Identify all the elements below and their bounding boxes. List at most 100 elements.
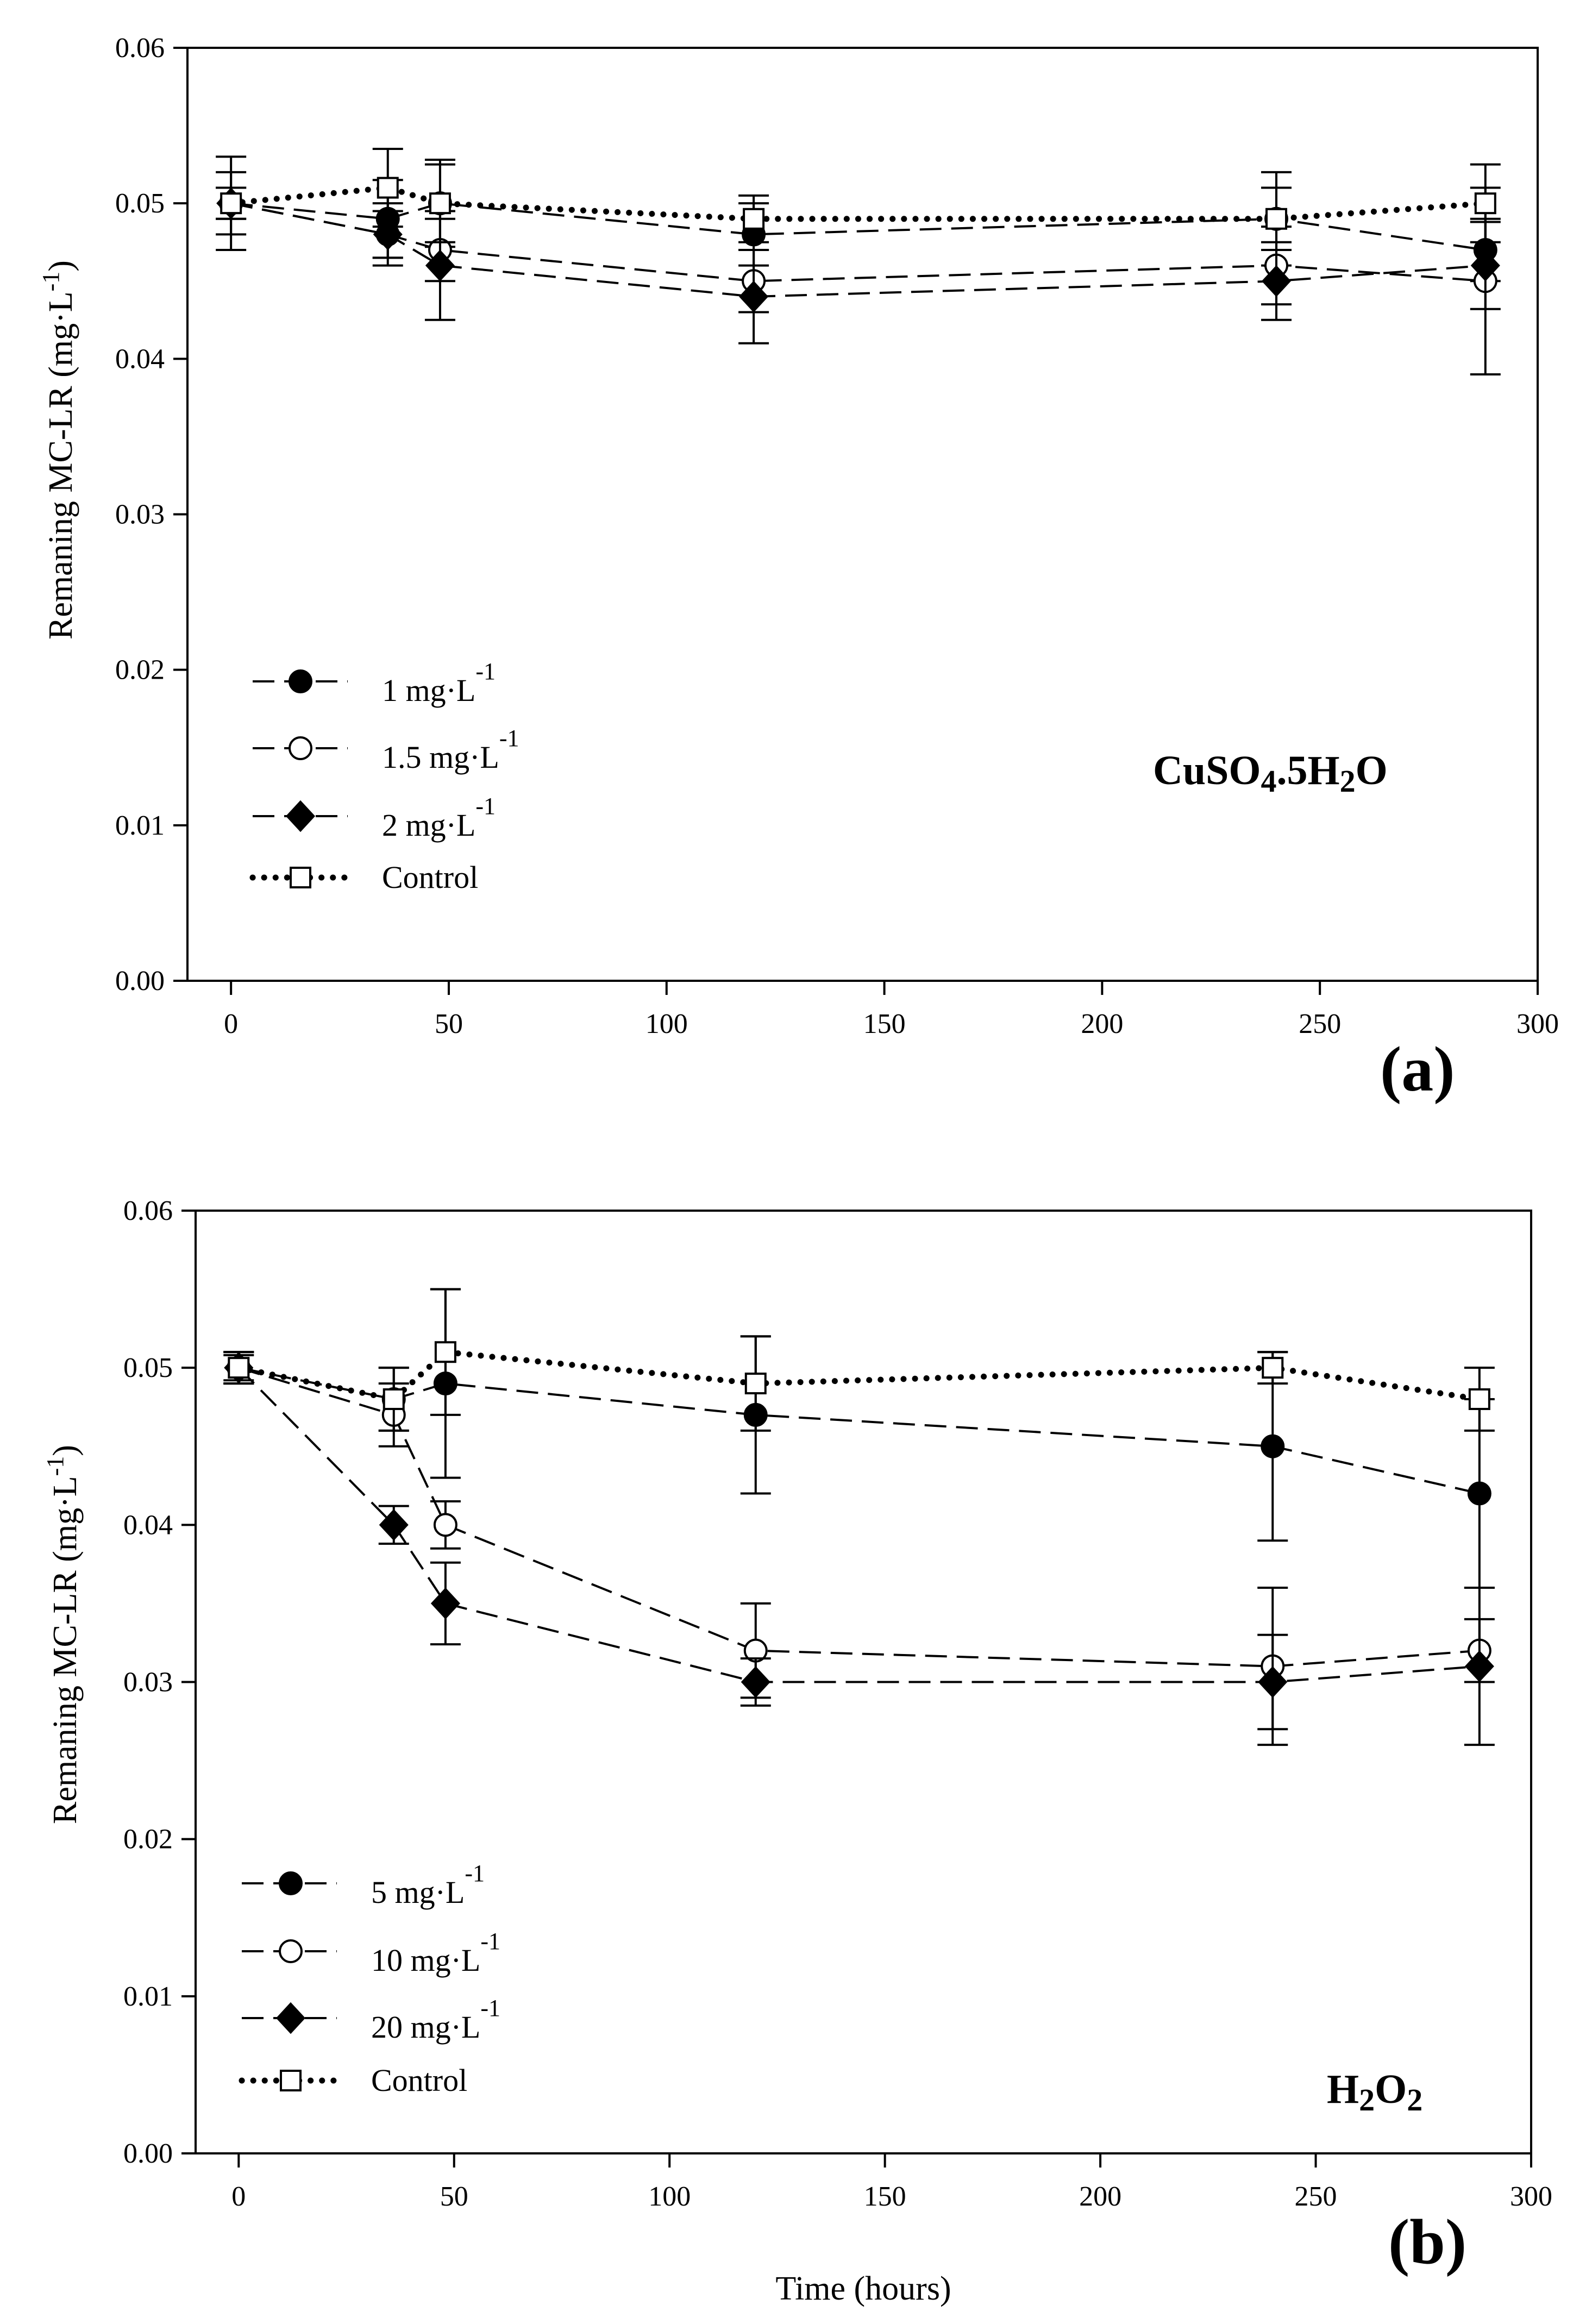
diamond-marker — [425, 249, 455, 281]
legend-label-text: 1 mg·L — [382, 673, 475, 708]
legend-label-sup: -1 — [475, 793, 496, 819]
diamond-marker — [285, 800, 316, 832]
annotation-base: H — [1327, 2066, 1359, 2112]
series-layer — [216, 148, 1501, 375]
open-circle-marker — [279, 1939, 303, 1963]
legend-label: Control — [382, 860, 478, 895]
x-axis-title: Time (hours) — [775, 2270, 951, 2307]
legend-item-2: 10 mg·L-1 — [242, 1928, 500, 1978]
legend-label-text: 1.5 mg·L — [382, 740, 499, 775]
annotation-end: O — [1356, 748, 1388, 793]
x-tick-label: 150 — [864, 2181, 906, 2212]
y-tick-label: 0.01 — [115, 810, 165, 841]
y-axis-title-sup: -1 — [37, 272, 64, 292]
annotation-mid: O — [1375, 2066, 1407, 2112]
series-line — [228, 184, 1489, 222]
legend-label-text: 20 mg·L — [371, 2009, 480, 2045]
panel-label: (b) — [1388, 2206, 1466, 2277]
x-tick-label: 100 — [648, 2181, 691, 2212]
x-tick-label: 300 — [1510, 2181, 1552, 2212]
y-axis-title-end: ) — [42, 260, 79, 272]
series-1 — [223, 1288, 1495, 1589]
x-tick-label: 100 — [645, 1008, 688, 1039]
legend-label-sup: -1 — [465, 1860, 485, 1887]
series-2 — [216, 171, 1501, 375]
diamond-marker — [1470, 249, 1500, 281]
square-marker — [434, 1341, 456, 1363]
series-line — [231, 202, 1486, 251]
series-line — [230, 202, 1486, 298]
series-4 — [223, 1288, 1495, 1432]
diamond-marker — [1258, 1666, 1288, 1698]
x-tick-label: 50 — [435, 1008, 463, 1039]
series-2 — [223, 1351, 1495, 1746]
x-tick-label: 200 — [1079, 2181, 1121, 2212]
legend-label: 20 mg·L-1 — [371, 1995, 500, 2045]
y-axis-ticks: 0.00 0.01 0.02 0.03 0.04 0.05 0.06 — [123, 1195, 196, 2169]
square-marker — [377, 177, 399, 199]
x-tick-label: 50 — [440, 2181, 468, 2212]
legend: 5 mg·L-1 10 mg·L-1 20 mg·L-1 Control — [239, 1860, 500, 2098]
legend-label-text: 10 mg·L — [371, 1943, 480, 1978]
series-line — [237, 1367, 1480, 1683]
y-tick-label: 0.05 — [123, 1352, 173, 1383]
square-marker — [1262, 1357, 1284, 1379]
x-tick-label: 250 — [1295, 2181, 1337, 2212]
y-tick-label: 0.03 — [115, 499, 165, 530]
open-circle-marker — [433, 1513, 457, 1537]
legend-label: 1.5 mg·L-1 — [382, 725, 519, 775]
x-tick-label: 200 — [1081, 1008, 1123, 1039]
square-marker — [290, 867, 311, 888]
annotation-sub2: 2 — [1407, 2082, 1422, 2118]
diamond-marker — [1261, 265, 1292, 297]
diamond-marker — [379, 1509, 409, 1541]
legend-label-text: 5 mg·L — [371, 1875, 465, 1910]
filled-circle-marker — [1467, 1481, 1491, 1506]
square-marker — [429, 192, 451, 215]
y-tick-label: 0.04 — [115, 343, 165, 374]
series-line — [238, 1367, 1480, 1495]
y-tick-label: 0.00 — [115, 966, 165, 997]
legend-item-1: 1 mg·L-1 — [253, 658, 496, 708]
y-tick-label: 0.06 — [115, 33, 165, 64]
legend-item-3: 20 mg·L-1 — [242, 1995, 500, 2045]
diamond-marker — [1464, 1650, 1494, 1682]
series-4 — [216, 148, 1501, 252]
y-tick-label: 0.05 — [115, 188, 165, 219]
legend-label-sup: -1 — [499, 725, 519, 751]
x-tick-label: 0 — [231, 2181, 246, 2212]
y-axis-title-base: Remaning MC-LR (mg·L — [42, 291, 79, 640]
legend-item-2: 1.5 mg·L-1 — [253, 725, 519, 775]
y-axis-ticks: 0.00 0.01 0.02 0.03 0.04 0.05 0.06 — [115, 33, 187, 997]
square-marker — [280, 2070, 302, 2091]
legend-label: 5 mg·L-1 — [371, 1860, 485, 1910]
square-marker — [744, 1373, 767, 1395]
x-axis-ticks: 0 50 100 150 200 250 300 — [224, 981, 1559, 1039]
legend-item-4: Control — [249, 860, 478, 895]
square-marker — [383, 1388, 405, 1410]
diamond-marker — [739, 280, 769, 313]
series-line — [238, 1367, 1480, 1668]
filled-circle-marker — [289, 669, 312, 693]
legend-item-3: 2 mg·L-1 — [253, 793, 496, 843]
open-circle-marker — [289, 736, 312, 760]
y-tick-label: 0.04 — [123, 1509, 173, 1540]
series-line — [235, 1349, 1483, 1402]
diamond-marker — [430, 1587, 460, 1620]
legend-item-4: Control — [239, 2063, 467, 2098]
panel-b: 0.000.010.020.030.040.050.06 0 50 100 150 20… — [42, 1195, 1552, 2307]
x-tick-label: 250 — [1299, 1008, 1341, 1039]
legend: 1 mg·L-1 1.5 mg·L-1 2 mg·L-1 Control — [249, 658, 519, 895]
legend-label-sup: -1 — [475, 658, 496, 685]
y-axis-title: Remaning MC-LR (mg·L-1) — [42, 1445, 84, 1824]
x-tick-label: 0 — [224, 1008, 238, 1039]
y-tick-label: 0.02 — [123, 1824, 173, 1855]
y-tick-label: 0.06 — [123, 1195, 173, 1226]
series-line — [230, 202, 1486, 283]
y-tick-label: 0.02 — [115, 655, 165, 686]
series-layer — [223, 1288, 1495, 1746]
legend-label: 10 mg·L-1 — [371, 1928, 500, 1978]
square-marker — [220, 192, 242, 215]
legend-label: 2 mg·L-1 — [382, 793, 496, 843]
